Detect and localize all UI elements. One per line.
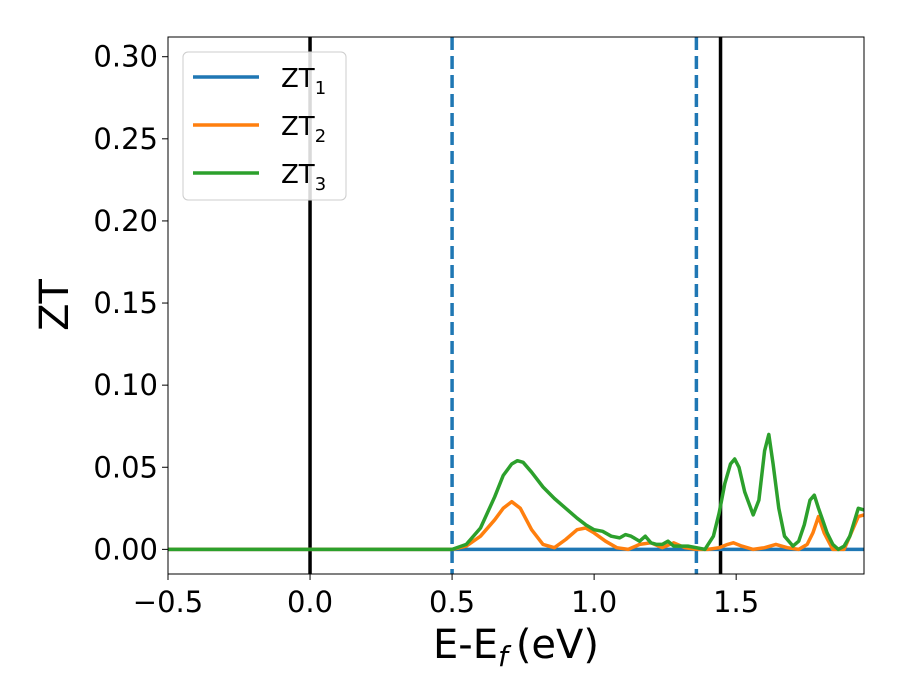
vertical-markers bbox=[308, 37, 723, 574]
y-tick-label: 0.00 bbox=[93, 532, 158, 566]
y-axis-label: ZT bbox=[32, 279, 78, 331]
y-tick-label: 0.15 bbox=[93, 286, 158, 320]
x-tick-label: 0.0 bbox=[287, 585, 333, 619]
y-tick-label: 0.10 bbox=[93, 368, 158, 402]
y-tick-label: 0.20 bbox=[93, 204, 158, 238]
x-tick-label: 1.5 bbox=[713, 585, 759, 619]
legend-box bbox=[182, 51, 347, 201]
legend-label-3: ZT3 bbox=[281, 160, 326, 195]
x-axis-label-sub: f bbox=[498, 640, 512, 673]
series-line-2 bbox=[168, 499, 864, 552]
y-tick-label: 0.05 bbox=[93, 450, 158, 484]
plot-frame bbox=[167, 36, 865, 575]
legend-label-1: ZT1 bbox=[281, 64, 326, 99]
x-axis: −0.5 0.0 0.5 1.0 1.5 bbox=[133, 574, 759, 619]
series-layer bbox=[168, 432, 864, 552]
y-axis: 0.00 0.05 0.10 0.15 0.20 0.25 0.30 bbox=[93, 40, 168, 566]
x-axis-label-main: E-E bbox=[433, 622, 498, 668]
x-tick-label: −0.5 bbox=[133, 585, 203, 619]
x-tick-label: 0.5 bbox=[429, 585, 475, 619]
legend: ZT1 ZT2 ZT3 bbox=[182, 51, 347, 201]
series-line-3 bbox=[168, 432, 864, 552]
y-tick-label: 0.25 bbox=[93, 122, 158, 156]
x-axis-label: E-Ef (eV) bbox=[433, 622, 599, 673]
legend-label-2: ZT2 bbox=[281, 112, 326, 147]
x-axis-label-unit: (eV) bbox=[516, 622, 599, 668]
x-tick-label: 1.0 bbox=[571, 585, 617, 619]
y-tick-label: 0.30 bbox=[93, 40, 158, 74]
